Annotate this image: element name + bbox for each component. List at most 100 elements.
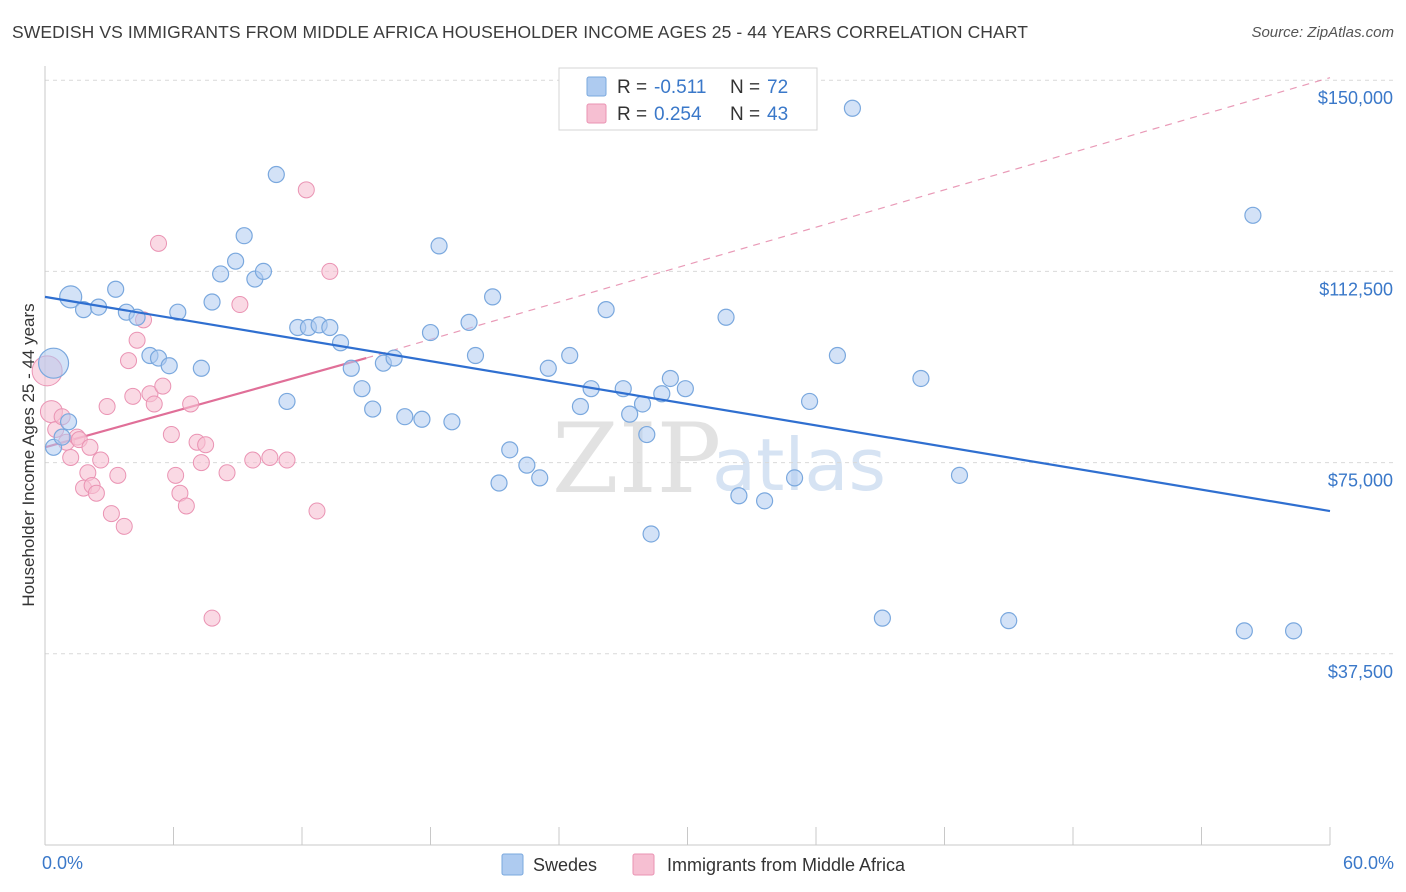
- legend-swatch-swedes: [586, 76, 607, 97]
- x-tick-labels: 0.0% 60.0%: [42, 853, 1394, 873]
- point-swedes: [531, 469, 549, 487]
- legend-n-label-immigrants: N =: [730, 104, 760, 125]
- point-immigrants: [231, 296, 249, 314]
- bottom-legend-swatch-swedes: [501, 853, 524, 876]
- watermark-zip: ZIP: [552, 403, 721, 515]
- point-swedes: [443, 413, 461, 431]
- point-swedes: [203, 293, 221, 311]
- trend-line-immigrants-dashed: [366, 77, 1331, 359]
- point-immigrants: [308, 502, 326, 520]
- point-immigrants: [278, 451, 296, 469]
- point-immigrants: [128, 331, 146, 349]
- point-swedes: [539, 359, 557, 377]
- point-swedes: [413, 410, 431, 428]
- point-swedes: [396, 408, 414, 426]
- grid: [45, 79, 1395, 655]
- point-swedes: [785, 469, 804, 487]
- point-swedes: [597, 301, 615, 319]
- trend-line-swedes-solid: [44, 295, 1331, 513]
- point-immigrants: [98, 398, 116, 416]
- point-immigrants: [167, 466, 185, 484]
- point-swedes: [484, 288, 502, 306]
- point-swedes: [192, 359, 210, 377]
- point-immigrants: [145, 395, 163, 413]
- point-immigrants: [124, 387, 142, 405]
- point-immigrants: [218, 464, 236, 482]
- points-swedes: [37, 99, 1303, 640]
- point-swedes: [160, 357, 178, 375]
- trend-lines-immigrants: [44, 77, 1331, 449]
- legend-n-value-swedes: 72: [767, 77, 788, 98]
- point-swedes: [490, 474, 508, 492]
- watermark: ZIP atlas: [552, 403, 886, 515]
- point-immigrants: [162, 426, 180, 444]
- point-swedes: [107, 280, 125, 298]
- point-swedes: [430, 237, 448, 255]
- x-tick-label-min: 0.0%: [42, 853, 83, 873]
- point-swedes: [466, 346, 485, 365]
- chart-title: SWEDISH VS IMMIGRANTS FROM MIDDLE AFRICA…: [12, 22, 1029, 42]
- point-immigrants: [81, 438, 99, 456]
- point-swedes: [227, 252, 245, 270]
- point-swedes: [1235, 622, 1253, 640]
- point-swedes: [950, 466, 969, 484]
- trend-line-immigrants-solid: [44, 357, 367, 449]
- legend-r-value-swedes: -0.511: [654, 77, 706, 98]
- point-swedes: [1244, 206, 1262, 224]
- point-immigrants: [62, 449, 80, 466]
- point-swedes: [1284, 622, 1303, 640]
- legend-r-value-immigrants: 0.254: [654, 104, 702, 125]
- point-immigrants: [87, 484, 105, 502]
- trend-line-swedes: [44, 295, 1331, 513]
- point-immigrants: [177, 497, 195, 515]
- point-swedes: [755, 492, 774, 510]
- point-swedes: [331, 334, 350, 352]
- point-immigrants: [182, 395, 200, 413]
- point-swedes: [267, 165, 285, 184]
- point-immigrants: [154, 377, 172, 395]
- point-immigrants: [150, 234, 168, 252]
- point-swedes: [37, 347, 70, 379]
- point-swedes: [254, 262, 273, 280]
- y-tick-label: $37,500: [1328, 662, 1393, 682]
- correlation-legend: R = -0.511 N = 72 R = 0.254 N = 43: [558, 67, 818, 131]
- point-swedes: [676, 380, 694, 398]
- point-immigrants: [92, 451, 110, 469]
- point-immigrants: [203, 609, 221, 627]
- legend-n-label-swedes: N =: [730, 77, 760, 98]
- point-swedes: [638, 425, 656, 444]
- point-swedes: [1000, 612, 1018, 630]
- point-swedes: [717, 308, 735, 326]
- source-label: Source: ZipAtlas.com: [1251, 24, 1394, 41]
- point-swedes: [321, 318, 339, 337]
- axes: [44, 66, 1331, 846]
- point-swedes: [353, 380, 371, 398]
- point-swedes: [342, 359, 360, 377]
- point-swedes: [828, 346, 847, 365]
- point-swedes: [912, 369, 930, 388]
- point-swedes: [169, 303, 187, 321]
- point-swedes: [561, 346, 579, 365]
- legend-r-label-swedes: R =: [617, 77, 647, 98]
- legend-r-label-immigrants: R =: [617, 104, 647, 125]
- bottom-legend-label-immigrants: Immigrants from Middle Africa: [667, 855, 906, 875]
- point-immigrants: [109, 466, 127, 484]
- legend-swatch-immigrants: [586, 103, 607, 124]
- point-swedes: [460, 313, 478, 331]
- point-swedes: [730, 487, 748, 505]
- y-axis-label: Householder Income Ages 25 - 44 years: [19, 303, 38, 606]
- point-swedes: [235, 227, 253, 245]
- x-tick-label-max: 60.0%: [1343, 853, 1394, 873]
- point-swedes: [364, 400, 382, 418]
- point-immigrants: [321, 262, 339, 280]
- point-immigrants: [244, 451, 262, 469]
- point-swedes: [385, 349, 403, 367]
- y-tick-labels: $37,500 $75,000 $112,500 $150,000: [1318, 88, 1393, 682]
- series-legend: Swedes Immigrants from Middle Africa: [501, 853, 906, 876]
- point-swedes: [661, 369, 679, 388]
- point-swedes: [873, 609, 891, 627]
- point-swedes: [59, 413, 78, 431]
- y-tick-label: $150,000: [1318, 88, 1393, 108]
- point-swedes: [800, 392, 819, 411]
